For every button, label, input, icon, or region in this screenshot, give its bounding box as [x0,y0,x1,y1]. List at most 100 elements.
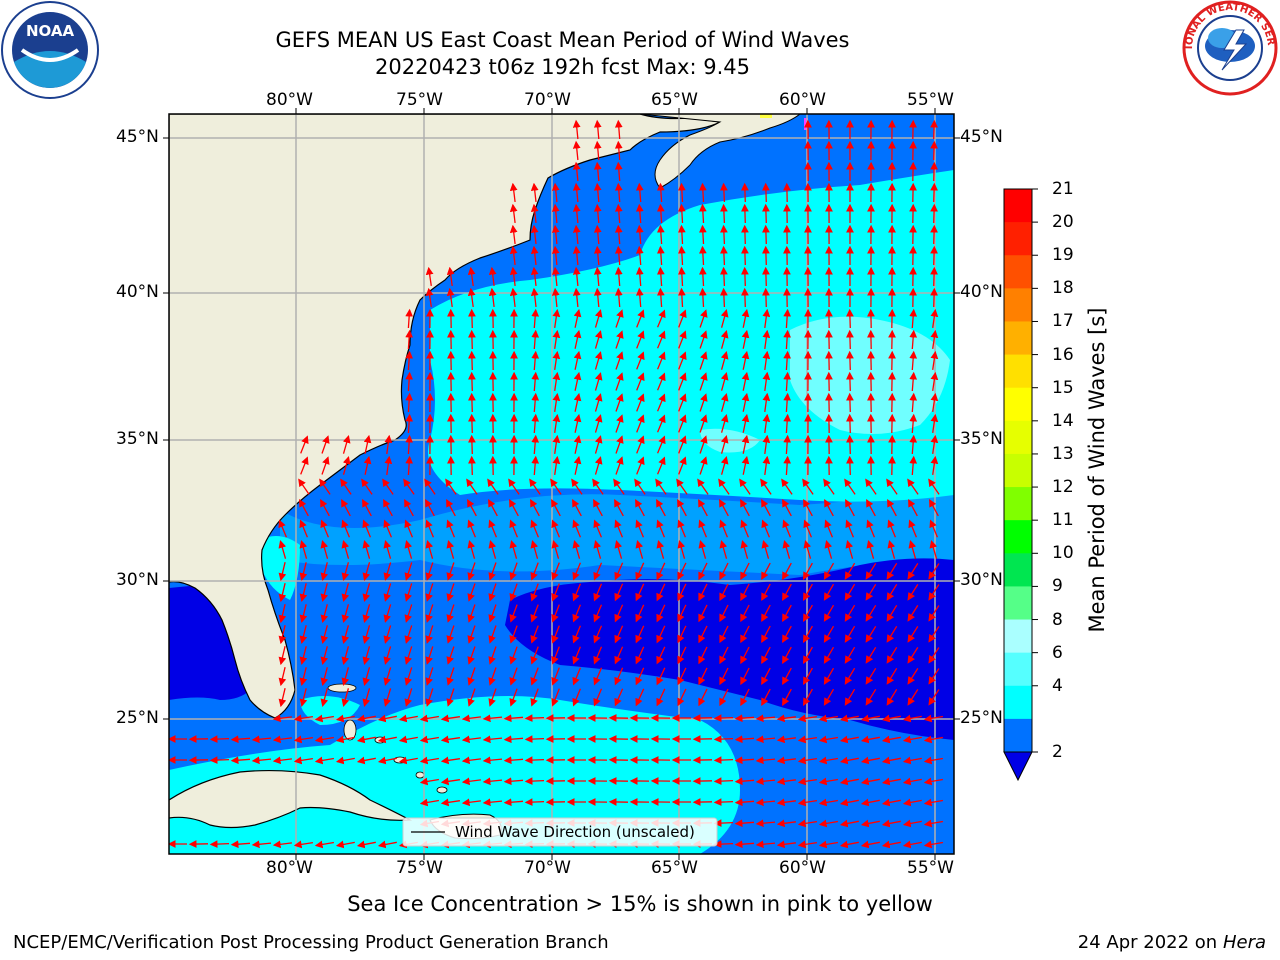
wind-wave-arrow [593,203,602,224]
wind-wave-arrow [656,456,666,475]
wind-wave-arrow [865,478,877,495]
wind-wave-arrow [741,329,750,349]
wind-wave-arrow [740,519,750,538]
wind-wave-arrow [656,667,666,686]
wind-wave-arrow [419,756,440,765]
wind-wave-arrow [930,329,939,349]
wind-wave-arrow [362,646,371,665]
wind-wave-arrow [530,203,539,223]
wind-wave-arrow [656,519,666,538]
wind-wave-arrow [782,519,792,538]
wind-wave-arrow [377,840,397,849]
wind-wave-arrow [341,625,350,644]
wind-wave-arrow [593,519,603,538]
wind-wave-arrow [824,540,833,559]
wind-wave-arrow [823,583,835,601]
wind-wave-arrow [467,667,476,686]
wind-wave-arrow [384,455,393,475]
wind-wave-arrow [572,540,581,559]
wind-wave-arrow [930,308,939,328]
colorbar-segment [1004,189,1032,223]
wind-wave-arrow [845,540,854,559]
wind-wave-arrow [734,819,755,828]
date-stamp: 24 Apr 2022 on Hera [1078,932,1266,954]
wind-wave-arrow [699,372,708,391]
wind-wave-arrow [467,562,476,581]
map-ticks [163,108,960,860]
wind-wave-arrow [839,798,859,807]
wind-wave-arrow [321,435,330,454]
wind-wave-arrow [860,735,880,744]
wind-wave-arrow [572,161,581,182]
wind-wave-arrow [902,840,922,849]
wind-wave-arrow [656,498,666,517]
wind-wave-arrow [698,287,707,308]
wind-wave-arrow [713,714,734,723]
wind-wave-arrow [404,604,413,623]
wind-wave-arrow [734,735,755,744]
wind-wave-arrow [446,540,455,559]
wind-wave-arrow [293,714,314,723]
wind-wave-arrow [383,646,392,665]
wind-wave-arrow [425,688,434,707]
wind-wave-arrow [818,735,839,744]
wind-wave-arrow [405,329,414,350]
wind-wave-arrow [377,756,397,765]
wind-wave-arrow [362,519,372,538]
wind-wave-arrow [531,392,540,413]
wind-wave-arrow [468,392,476,413]
wind-wave-arrow [698,245,707,266]
credit-text: NCEP/EMC/Verification Post Processing Pr… [13,932,609,953]
wind-wave-arrow [488,667,497,686]
wind-wave-arrow [776,714,796,723]
wind-wave-arrow [846,329,854,350]
wind-wave-arrow [614,519,624,538]
wind-wave-arrow [482,756,503,765]
wind-wave-arrow [571,478,583,495]
wind-wave-arrow [466,478,478,495]
wind-wave-arrow [656,182,665,203]
wind-wave-arrow [383,540,392,559]
wind-wave-arrow [468,371,476,392]
wind-wave-arrow [698,562,708,581]
wind-wave-arrow [614,562,624,581]
wind-wave-arrow [509,245,518,265]
wind-wave-arrow [677,224,686,245]
wind-wave-arrow [383,562,392,581]
chart-subtitle: 20220423 t06z 192h fcst Max: 9.45 [375,55,750,79]
wind-wave-arrow [572,498,582,517]
wind-wave-arrow [314,714,335,723]
wind-wave-arrow [720,414,729,433]
wind-wave-arrow [865,562,877,580]
wind-wave-arrow [531,329,540,350]
wind-wave-arrow [446,583,455,602]
wind-wave-arrow [698,625,708,644]
wind-wave-arrow [762,392,771,412]
wind-wave-arrow [902,777,922,786]
wind-wave-arrow [656,540,665,559]
wind-wave-arrow [846,371,854,392]
wind-wave-arrow [551,266,560,287]
wind-wave-arrow [698,266,707,287]
wind-wave-arrow [446,667,455,686]
wind-wave-arrow [530,519,540,538]
wind-wave-arrow [782,540,791,559]
wind-wave-arrow [720,393,729,412]
wind-wave-arrow [594,330,603,349]
wind-wave-arrow [762,413,771,433]
wind-wave-arrow [319,478,331,495]
wind-wave-arrow [398,735,418,744]
wind-wave-arrow [776,777,796,786]
wind-wave-arrow [902,756,922,765]
wind-wave-arrow [782,498,792,517]
wind-wave-arrow [865,667,877,685]
wind-wave-arrow [865,625,877,643]
wind-wave-arrow [741,224,749,245]
wind-wave-arrow [928,668,940,685]
wind-wave-arrow [741,308,750,328]
lat-label-right: 30°N [960,570,1003,590]
wind-wave-arrow [362,583,371,602]
wind-wave-arrow [572,203,581,224]
wind-wave-arrow [865,646,877,664]
wind-wave-arrow [755,798,776,807]
